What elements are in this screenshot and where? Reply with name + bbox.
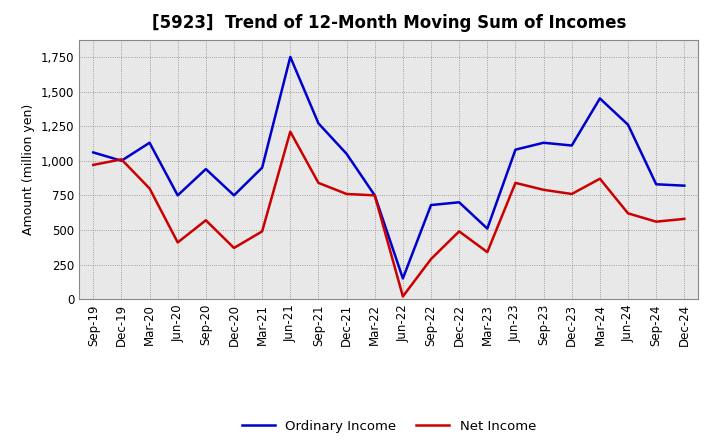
Ordinary Income (427, 202, 436, 208)
Ordinary Income (539, 140, 548, 145)
Net Income (399, 294, 408, 299)
Net Income (483, 249, 492, 255)
Net Income (286, 129, 294, 134)
Ordinary Income (258, 165, 266, 170)
Ordinary Income (89, 150, 98, 155)
Ordinary Income (680, 183, 688, 188)
Line: Ordinary Income: Ordinary Income (94, 57, 684, 279)
Net Income (652, 219, 660, 224)
Net Income (174, 240, 182, 245)
Net Income (427, 257, 436, 262)
Legend: Ordinary Income, Net Income: Ordinary Income, Net Income (236, 415, 541, 438)
Net Income (624, 211, 632, 216)
Net Income (145, 186, 154, 191)
Ordinary Income (286, 54, 294, 59)
Net Income (370, 193, 379, 198)
Net Income (539, 187, 548, 192)
Net Income (230, 246, 238, 251)
Net Income (314, 180, 323, 186)
Ordinary Income (230, 193, 238, 198)
Line: Net Income: Net Income (94, 132, 684, 297)
Ordinary Income (399, 276, 408, 281)
Ordinary Income (342, 151, 351, 157)
Ordinary Income (455, 200, 464, 205)
Net Income (258, 229, 266, 234)
Net Income (567, 191, 576, 197)
Y-axis label: Amount (million yen): Amount (million yen) (22, 104, 35, 235)
Ordinary Income (483, 226, 492, 231)
Net Income (89, 162, 98, 168)
Ordinary Income (145, 140, 154, 145)
Net Income (680, 216, 688, 221)
Net Income (342, 191, 351, 197)
Ordinary Income (652, 182, 660, 187)
Ordinary Income (117, 158, 126, 163)
Net Income (511, 180, 520, 186)
Net Income (202, 218, 210, 223)
Ordinary Income (624, 122, 632, 128)
Ordinary Income (314, 121, 323, 126)
Net Income (455, 229, 464, 234)
Ordinary Income (370, 193, 379, 198)
Ordinary Income (567, 143, 576, 148)
Ordinary Income (595, 96, 604, 101)
Net Income (117, 157, 126, 162)
Net Income (595, 176, 604, 181)
Ordinary Income (174, 193, 182, 198)
Title: [5923]  Trend of 12-Month Moving Sum of Incomes: [5923] Trend of 12-Month Moving Sum of I… (152, 15, 626, 33)
Ordinary Income (511, 147, 520, 152)
Ordinary Income (202, 166, 210, 172)
